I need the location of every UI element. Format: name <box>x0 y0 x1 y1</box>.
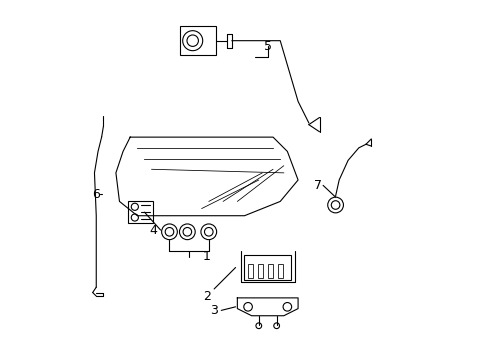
Text: 3: 3 <box>210 304 218 317</box>
Text: 1: 1 <box>203 250 210 263</box>
Text: 4: 4 <box>149 224 157 237</box>
Text: 2: 2 <box>203 289 210 303</box>
Text: 6: 6 <box>92 188 100 201</box>
Text: 7: 7 <box>313 179 321 192</box>
Text: 5: 5 <box>263 40 271 53</box>
